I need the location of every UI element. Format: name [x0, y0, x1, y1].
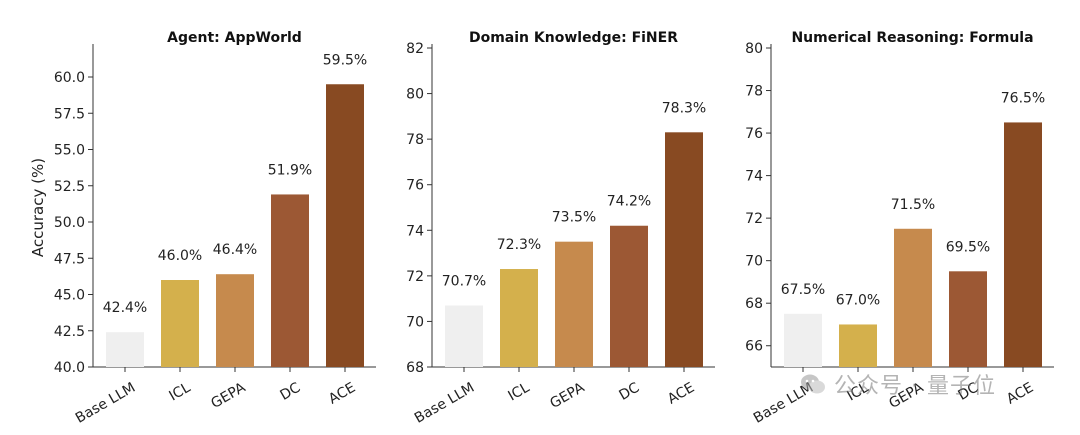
data-label: 72.3%: [497, 237, 541, 253]
bar: [894, 228, 932, 367]
bar: [216, 274, 254, 367]
x-tick-label: ICL: [505, 380, 532, 405]
watermark-text: 公众号 · 量子位: [834, 374, 996, 399]
bar: [665, 132, 703, 367]
x-tick-label: ACE: [665, 380, 697, 408]
data-label: 71.5%: [891, 197, 935, 213]
data-label: 76.5%: [1001, 90, 1045, 106]
watermark: 公众号 · 量子位: [800, 368, 996, 400]
data-label: 59.5%: [323, 52, 367, 68]
chart-title: Domain Knowledge: FiNER: [469, 30, 678, 46]
y-tick-label: 68: [406, 360, 424, 376]
x-tick-label: Base LLM: [73, 380, 138, 427]
data-label: 69.5%: [946, 239, 990, 255]
data-label: 74.2%: [607, 194, 651, 210]
x-tick-label: DC: [277, 380, 303, 404]
y-tick-label: 42.5: [54, 324, 85, 340]
bar: [839, 324, 877, 367]
bar: [271, 194, 309, 367]
y-tick-label: 80: [406, 87, 424, 103]
data-label: 42.4%: [103, 300, 147, 316]
y-tick-label: 78: [406, 132, 424, 148]
y-tick-label: 78: [745, 84, 763, 100]
y-tick-label: 60.0: [54, 70, 85, 86]
wechat-icon: [801, 374, 825, 394]
x-tick-label: ACE: [326, 380, 358, 408]
y-tick-label: 72: [406, 269, 424, 285]
y-tick-label: 76: [406, 178, 424, 194]
x-tick-label: ACE: [1004, 380, 1036, 408]
bar: [784, 313, 822, 367]
y-tick-label: 70: [745, 254, 763, 270]
bar: [1004, 122, 1042, 367]
bar: [161, 280, 199, 367]
x-tick-label: Base LLM: [412, 380, 477, 427]
bar: [445, 305, 483, 367]
y-tick-label: 74: [406, 223, 424, 239]
data-label: 46.4%: [213, 242, 257, 258]
y-tick-label: 82: [406, 41, 424, 57]
bar: [106, 332, 144, 367]
y-tick-label: 45.0: [54, 288, 85, 304]
y-tick-label: 47.5: [54, 251, 85, 267]
bar: [500, 269, 538, 367]
bar: [555, 241, 593, 367]
data-label: 67.0%: [836, 292, 880, 308]
y-tick-label: 74: [745, 169, 763, 185]
y-tick-label: 76: [745, 126, 763, 142]
y-tick-label: 55.0: [54, 143, 85, 159]
bar: [326, 84, 364, 367]
y-tick-label: 70: [406, 314, 424, 330]
y-tick-label: 72: [745, 211, 763, 227]
y-tick-label: 52.5: [54, 179, 85, 195]
data-label: 67.5%: [781, 282, 825, 298]
data-label: 70.7%: [442, 273, 486, 289]
chart-title: Numerical Reasoning: Formula: [791, 30, 1033, 46]
chart-title: Agent: AppWorld: [167, 30, 302, 46]
y-axis-label: Accuracy (%): [29, 158, 47, 257]
y-tick-label: 57.5: [54, 106, 85, 122]
bar: [610, 225, 648, 367]
data-label: 46.0%: [158, 248, 202, 264]
x-tick-label: GEPA: [208, 379, 248, 411]
y-tick-label: 68: [745, 296, 763, 312]
y-tick-label: 50.0: [54, 215, 85, 231]
bar: [949, 271, 987, 367]
data-label: 73.5%: [552, 210, 596, 226]
x-tick-label: GEPA: [547, 379, 587, 411]
x-tick-label: DC: [616, 380, 642, 404]
data-label: 51.9%: [268, 162, 312, 178]
y-tick-label: 66: [745, 339, 763, 355]
y-tick-label: 40.0: [54, 360, 85, 376]
data-label: 78.3%: [662, 100, 706, 116]
x-tick-label: ICL: [166, 380, 193, 405]
y-tick-label: 80: [745, 41, 763, 57]
